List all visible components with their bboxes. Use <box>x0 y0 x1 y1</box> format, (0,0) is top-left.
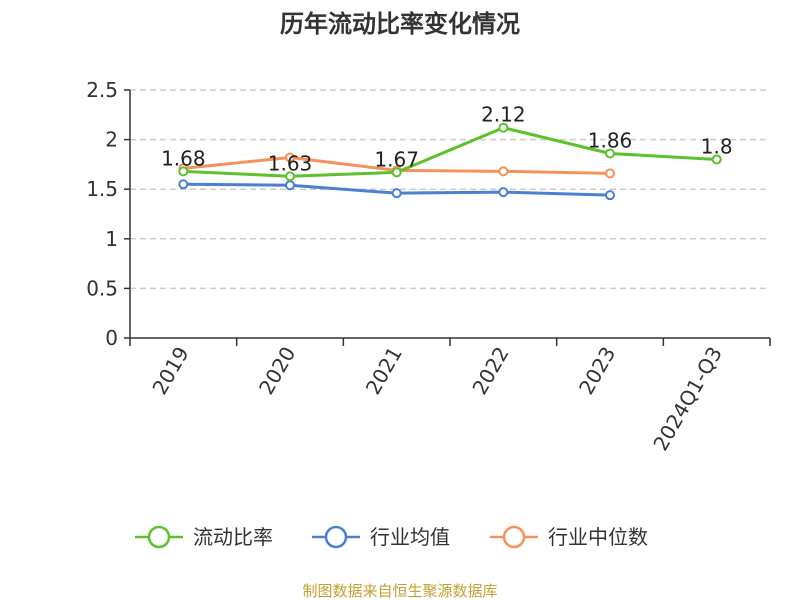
data-label: 1.86 <box>588 128 633 152</box>
data-point[interactable] <box>178 179 189 190</box>
x-tick-label: 2022 <box>467 343 513 399</box>
legend-label: 流动比率 <box>193 525 273 549</box>
x-tick-label: 2023 <box>574 343 620 399</box>
data-point[interactable] <box>711 154 722 165</box>
data-point[interactable] <box>285 152 295 163</box>
series-group <box>178 122 722 201</box>
data-label: 1.68 <box>161 146 206 170</box>
data-point[interactable] <box>498 166 509 177</box>
x-tick-label: 2019 <box>147 343 193 399</box>
chart-title: 历年流动比率变化情况 <box>280 10 520 38</box>
data-point[interactable] <box>498 187 509 198</box>
y-tick-label: 1.5 <box>86 177 118 201</box>
legend[interactable]: 流动比率 行业均值 行业中位数 <box>135 525 648 549</box>
data-point[interactable] <box>285 171 295 182</box>
data-point[interactable] <box>605 168 615 179</box>
data-point[interactable] <box>391 188 402 199</box>
axes: 0 0.5 1 1.5 2 2.5 2019 2020 2021 2022 2023 2024Q1-Q… <box>86 78 771 455</box>
legend-item[interactable]: 行业均值 <box>312 525 450 549</box>
data-label: 1.67 <box>374 147 419 171</box>
y-tick-label: 1 <box>105 227 118 251</box>
y-tick-label: 0 <box>105 326 118 350</box>
legend-marker <box>502 525 526 549</box>
y-tick-label: 2 <box>105 128 118 152</box>
data-point[interactable] <box>498 122 509 133</box>
y-tick-label: 2.5 <box>86 78 118 102</box>
legend-marker <box>147 525 171 549</box>
legend-label: 行业均值 <box>370 525 450 549</box>
x-tick-label: 2021 <box>361 343 407 399</box>
legend-item[interactable]: 流动比率 <box>135 525 273 549</box>
legend-label: 行业中位数 <box>548 525 648 549</box>
x-tick-label: 2020 <box>254 343 300 399</box>
grid <box>130 89 770 290</box>
data-labels: 1.68 1.63 1.67 2.12 1.86 1.8 <box>161 103 733 176</box>
data-point[interactable] <box>391 167 402 178</box>
data-point[interactable] <box>605 190 615 201</box>
legend-item[interactable]: 行业中位数 <box>490 525 648 549</box>
legend-marker <box>324 525 348 549</box>
data-point[interactable] <box>605 148 615 159</box>
series-line <box>183 126 717 178</box>
y-tick-label: 0.5 <box>86 276 118 300</box>
x-tick-label: 2024Q1-Q3 <box>648 343 727 455</box>
data-point[interactable] <box>178 166 189 177</box>
data-label: 1.63 <box>268 151 313 175</box>
data-label: 2.12 <box>481 103 526 127</box>
source-note: 制图数据来自恒生聚源数据库 <box>302 582 497 600</box>
data-label: 1.8 <box>701 134 733 158</box>
data-point[interactable] <box>285 180 295 191</box>
